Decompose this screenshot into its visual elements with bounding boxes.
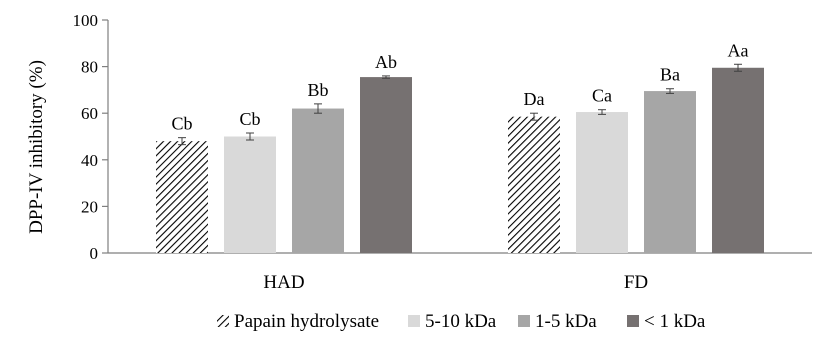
bar-data-label: Bb (307, 80, 328, 100)
bar-data-label: Ca (592, 86, 612, 106)
y-axis-title: DPP-IV inhibitory (%) (26, 60, 47, 234)
y-tick-label: 100 (73, 11, 99, 30)
bar-data-label: Aa (728, 40, 749, 60)
y-tick-label: 40 (81, 151, 98, 170)
legend-label: 1-5 kDa (535, 311, 597, 332)
y-tick-label: 60 (81, 104, 98, 123)
bar-data-label: Ab (375, 52, 397, 72)
legend: Papain hydrolysate 5-10 kDa 1-5 kDa < 1 kDa (217, 311, 706, 332)
bar-data-label: Da (524, 89, 545, 109)
bar (712, 67, 764, 253)
y-tick-label: 80 (81, 58, 98, 77)
bar (576, 112, 628, 253)
y-tick-label: 20 (81, 197, 98, 216)
bar (156, 141, 208, 253)
bar (644, 91, 696, 253)
bars: Cb Da Cb Ca Bb Ba Ab Aa (156, 40, 764, 254)
legend-swatch (408, 315, 420, 327)
bar (360, 77, 412, 254)
legend-label: Papain hydrolysate (234, 311, 379, 332)
legend-swatch (627, 315, 639, 327)
y-axis: 0 20 40 60 80 100 (73, 11, 109, 263)
x-category-label: HAD (263, 272, 304, 293)
legend-label: < 1 kDa (644, 311, 706, 332)
legend-label: 5-10 kDa (425, 311, 497, 332)
x-category-label: FD (624, 272, 648, 293)
bar (224, 136, 276, 253)
bar-data-label: Ba (660, 65, 680, 85)
bar-data-label: Cb (239, 109, 260, 129)
legend-swatch (518, 315, 530, 327)
y-tick-label: 0 (90, 244, 99, 263)
bar (292, 108, 344, 253)
legend-swatch (217, 315, 229, 327)
bar (508, 116, 560, 253)
x-axis: HAD FD (108, 252, 812, 293)
bar-data-label: Cb (171, 114, 192, 134)
